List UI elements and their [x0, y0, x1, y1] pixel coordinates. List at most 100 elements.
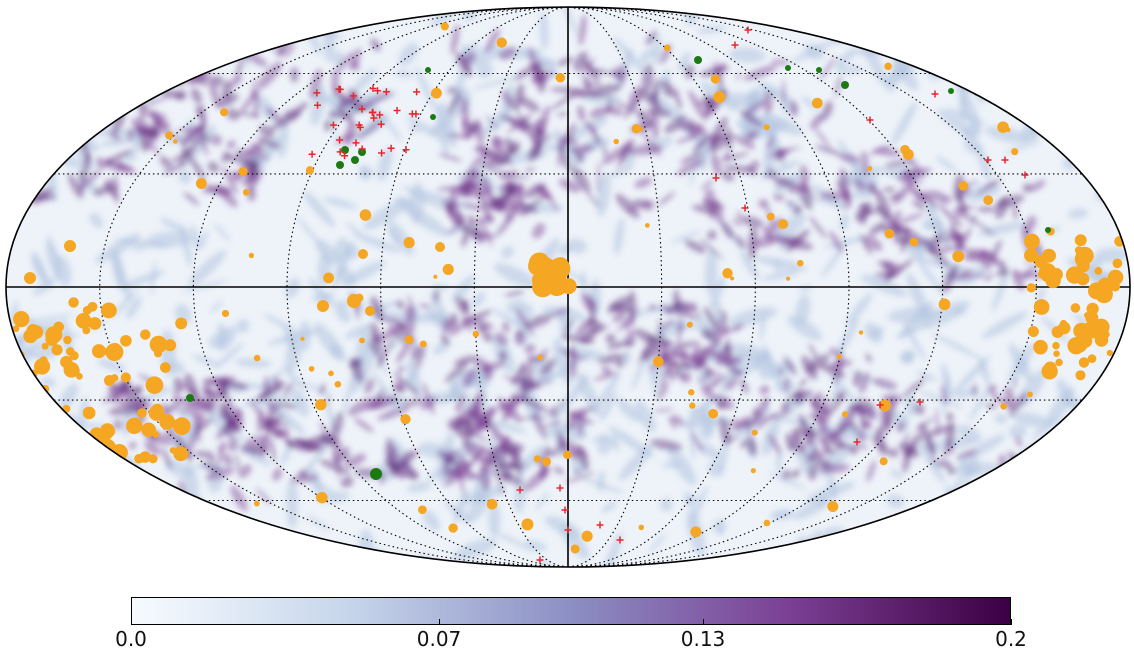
emission-blob: [323, 197, 358, 209]
emission-blob: [407, 295, 416, 317]
emission-blob: [361, 91, 393, 108]
emission-blob: [216, 184, 238, 208]
emission-blob: [1070, 493, 1088, 538]
emission-blob: [182, 406, 207, 421]
emission-blob: [1008, 391, 1028, 417]
emission-blob: [517, 110, 526, 133]
emission-blob: [370, 38, 381, 52]
emission-blob: [566, 238, 587, 254]
emission-blob: [740, 439, 748, 449]
emission-blob: [461, 219, 473, 248]
emission-blob: [415, 66, 437, 112]
emission-blob: [808, 342, 819, 361]
emission-blob: [215, 440, 226, 472]
emission-blob: [696, 25, 727, 34]
emission-blob: [108, 68, 120, 82]
orange-source-marker: [1097, 277, 1114, 294]
emission-blob: [767, 135, 774, 151]
emission-blob: [657, 191, 676, 207]
emission-blob: [659, 498, 673, 512]
emission-blob: [49, 131, 68, 139]
orange-source-marker: [472, 330, 480, 338]
emission-blob: [210, 301, 223, 313]
red-cross-marker: [349, 92, 357, 100]
emission-blob: [354, 68, 377, 91]
red-cross-marker: [744, 26, 752, 34]
emission-blob: [697, 442, 722, 460]
emission-blob: [23, 120, 42, 153]
orange-source-marker: [1085, 311, 1099, 325]
orange-source-marker: [159, 362, 171, 373]
orange-source-marker: [552, 257, 565, 270]
emission-blob: [957, 449, 978, 459]
emission-blob: [318, 459, 351, 475]
emission-blob: [95, 31, 123, 55]
emission-blob: [954, 206, 977, 211]
orange-source-marker: [811, 97, 823, 109]
emission-blob: [935, 155, 957, 172]
emission-blob: [634, 177, 653, 189]
emission-blob: [661, 350, 674, 379]
emission-blob: [455, 52, 472, 73]
emission-blob: [886, 494, 904, 509]
emission-blob: [522, 116, 535, 142]
emission-blob: [1081, 549, 1093, 567]
emission-blob: [893, 224, 901, 245]
red-cross-marker: [368, 109, 376, 117]
emission-blob: [142, 49, 154, 60]
emission-blob: [847, 444, 859, 455]
orange-source-marker: [120, 372, 131, 383]
emission-blob: [862, 399, 877, 414]
orange-source-marker: [22, 376, 33, 387]
emission-blob: [776, 235, 801, 246]
emission-blob: [801, 355, 818, 380]
emission-blob: [753, 412, 777, 432]
green-source-marker: [1045, 227, 1051, 233]
emission-blob: [513, 63, 539, 81]
green-source-marker: [430, 114, 436, 120]
emission-blob: [662, 87, 679, 98]
emission-blob: [152, 116, 171, 135]
emission-blob: [302, 190, 336, 228]
emission-blob: [947, 497, 981, 529]
orange-source-marker: [1026, 283, 1036, 293]
orange-source-marker: [1077, 270, 1083, 276]
emission-blob: [30, 90, 64, 124]
orange-source-marker: [1106, 349, 1113, 357]
emission-blob: [1056, 115, 1101, 140]
emission-blob: [47, 233, 61, 270]
emission-blob: [913, 180, 923, 185]
emission-blob: [996, 47, 1027, 66]
emission-blob: [861, 40, 889, 88]
emission-blob: [325, 395, 331, 407]
orange-source-marker: [763, 519, 771, 527]
emission-blob: [494, 332, 509, 346]
colorbar-tick-label: 0.07: [416, 627, 462, 651]
red-cross-marker: [376, 111, 384, 119]
emission-blob: [618, 443, 655, 481]
emission-blob: [25, 29, 55, 60]
emission-blob: [216, 325, 237, 351]
emission-blob: [981, 311, 1028, 339]
emission-blob: [173, 388, 179, 402]
emission-blob: [329, 543, 343, 560]
emission-blob: [517, 377, 540, 388]
emission-blob: [38, 118, 57, 141]
emission-blob: [845, 292, 873, 327]
emission-blob: [892, 180, 915, 205]
orange-source-marker: [82, 406, 96, 420]
emission-blob: [502, 321, 511, 333]
emission-blob: [173, 376, 183, 390]
emission-blob: [330, 411, 344, 443]
emission-blob: [563, 472, 596, 484]
map-border: [5, 6, 1131, 568]
emission-blob: [1052, 32, 1063, 54]
orange-source-marker: [644, 223, 650, 228]
emission-blob: [132, 388, 142, 396]
emission-blob: [43, 7, 93, 19]
emission-blob: [793, 389, 813, 405]
red-cross-marker: [377, 120, 385, 128]
emission-blob: [497, 397, 522, 424]
emission-blob: [662, 319, 675, 329]
emission-blob: [723, 165, 756, 173]
